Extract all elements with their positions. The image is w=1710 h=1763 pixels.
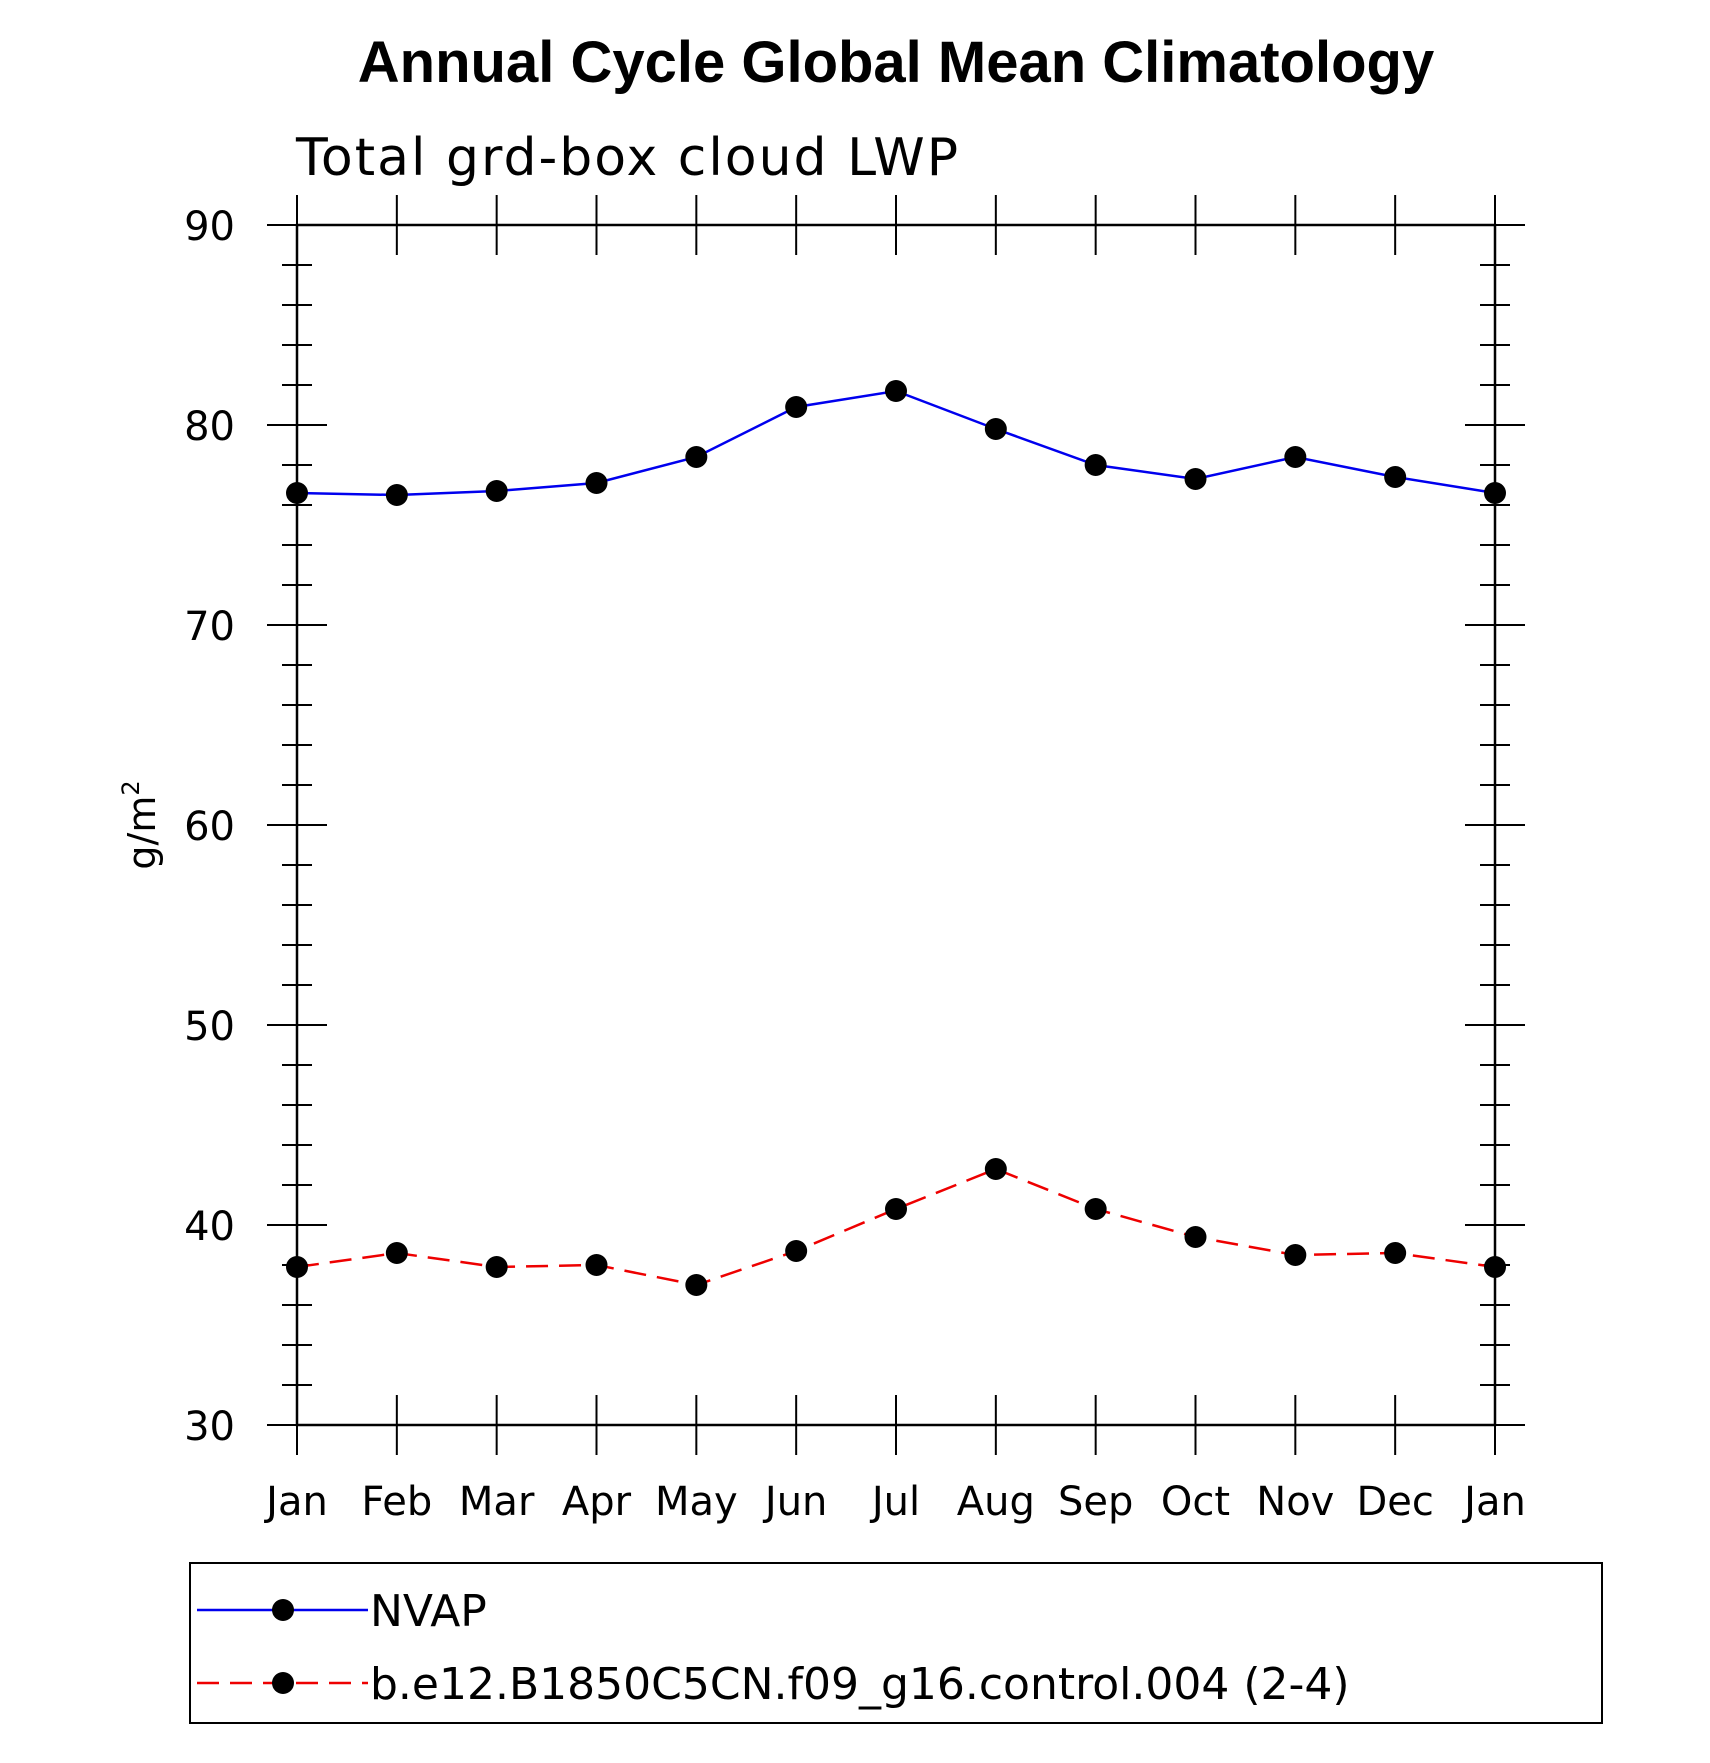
data-point bbox=[1084, 1198, 1107, 1220]
y-axis-label-text: g/m bbox=[120, 796, 164, 870]
x-tick-label: Aug bbox=[957, 1479, 1035, 1525]
x-tick-label: Oct bbox=[1161, 1479, 1230, 1525]
plot-axes: 30 40 50 60 70 80 90 Jan Feb Mar Apr May Jun Jul Aug Se… bbox=[184, 195, 1526, 1525]
x-tick-label: Nov bbox=[1256, 1479, 1334, 1525]
data-point bbox=[286, 482, 308, 504]
data-point bbox=[1384, 1242, 1407, 1264]
data-point bbox=[984, 418, 1007, 440]
data-point bbox=[485, 1256, 508, 1278]
x-tick-label: May bbox=[655, 1479, 738, 1525]
data-point bbox=[585, 1254, 608, 1276]
data-point bbox=[1284, 1244, 1307, 1266]
y-axis-label-superscript: 2 bbox=[117, 780, 145, 795]
x-tick-label: Dec bbox=[1356, 1479, 1433, 1525]
data-point bbox=[385, 1242, 408, 1264]
y-axis-label: g/m2 bbox=[117, 780, 164, 869]
y-tick-label: 50 bbox=[184, 1004, 235, 1050]
plot-frame bbox=[295, 223, 1497, 1427]
data-point bbox=[984, 1158, 1007, 1180]
data-point bbox=[1384, 466, 1407, 488]
y-tick-label: 90 bbox=[184, 204, 235, 250]
x-tick-label: Apr bbox=[562, 1479, 632, 1525]
series-line bbox=[296, 389, 1496, 497]
x-tick-label: Jan bbox=[263, 1479, 328, 1525]
data-point bbox=[585, 472, 608, 494]
data-point bbox=[685, 446, 708, 468]
legend-marker-2 bbox=[272, 1672, 294, 1694]
x-tick-label: Sep bbox=[1058, 1479, 1133, 1525]
data-point bbox=[1184, 1226, 1207, 1248]
y-tick-label: 30 bbox=[184, 1404, 235, 1450]
chart-subtitle: Total grd-box cloud LWP bbox=[295, 128, 960, 188]
x-tick-label: Jan bbox=[1461, 1479, 1526, 1525]
data-point bbox=[685, 1274, 708, 1296]
series-1 bbox=[286, 380, 1506, 506]
chart-title: Annual Cycle Global Mean Climatology bbox=[358, 30, 1434, 95]
data-point bbox=[1484, 482, 1506, 504]
legend: NVAP b.e12.B1850C5CN.f09_g16.control.004 … bbox=[189, 1562, 1603, 1724]
legend-box bbox=[189, 1562, 1603, 1724]
svg-text:g/m2: g/m2 bbox=[117, 780, 164, 869]
data-point bbox=[785, 396, 808, 418]
legend-label-1: NVAP bbox=[370, 1586, 487, 1637]
data-point bbox=[1084, 454, 1107, 476]
data-point bbox=[1284, 446, 1307, 468]
x-tick-label: Jun bbox=[762, 1479, 828, 1525]
data-point bbox=[885, 380, 907, 402]
data-point bbox=[385, 484, 408, 506]
legend-marker-1 bbox=[272, 1599, 294, 1621]
y-tick-label: 40 bbox=[184, 1204, 235, 1250]
data-point bbox=[485, 480, 508, 502]
series-line bbox=[296, 1167, 1496, 1287]
x-tick-label: Feb bbox=[361, 1479, 432, 1525]
y-tick-label: 60 bbox=[184, 804, 235, 850]
series-2 bbox=[286, 1158, 1506, 1296]
data-point bbox=[785, 1240, 808, 1262]
x-tick-label: Mar bbox=[459, 1479, 535, 1525]
series-layer bbox=[286, 380, 1506, 1296]
data-point bbox=[885, 1198, 907, 1220]
y-tick-label: 80 bbox=[184, 404, 235, 450]
data-point bbox=[286, 1256, 308, 1278]
data-point bbox=[1184, 468, 1207, 490]
x-tick-label: Jul bbox=[869, 1479, 920, 1525]
legend-label-2: b.e12.B1850C5CN.f09_g16.control.004 (2-4… bbox=[370, 1659, 1350, 1710]
y-tick-label: 70 bbox=[184, 604, 235, 650]
data-point bbox=[1484, 1256, 1506, 1278]
